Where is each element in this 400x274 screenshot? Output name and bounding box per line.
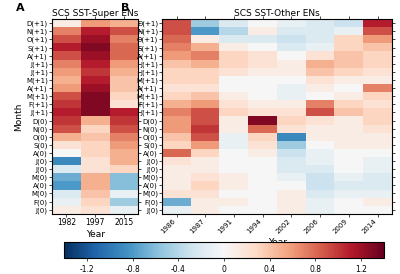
Y-axis label: Month: Month <box>14 102 23 131</box>
Text: A: A <box>16 3 24 13</box>
X-axis label: Year: Year <box>268 238 286 247</box>
Text: B: B <box>121 3 129 13</box>
Title: SCS SST-Super ENs: SCS SST-Super ENs <box>52 9 138 18</box>
X-axis label: Year: Year <box>86 230 104 239</box>
Title: SCS SST-Other ENs: SCS SST-Other ENs <box>234 9 320 18</box>
